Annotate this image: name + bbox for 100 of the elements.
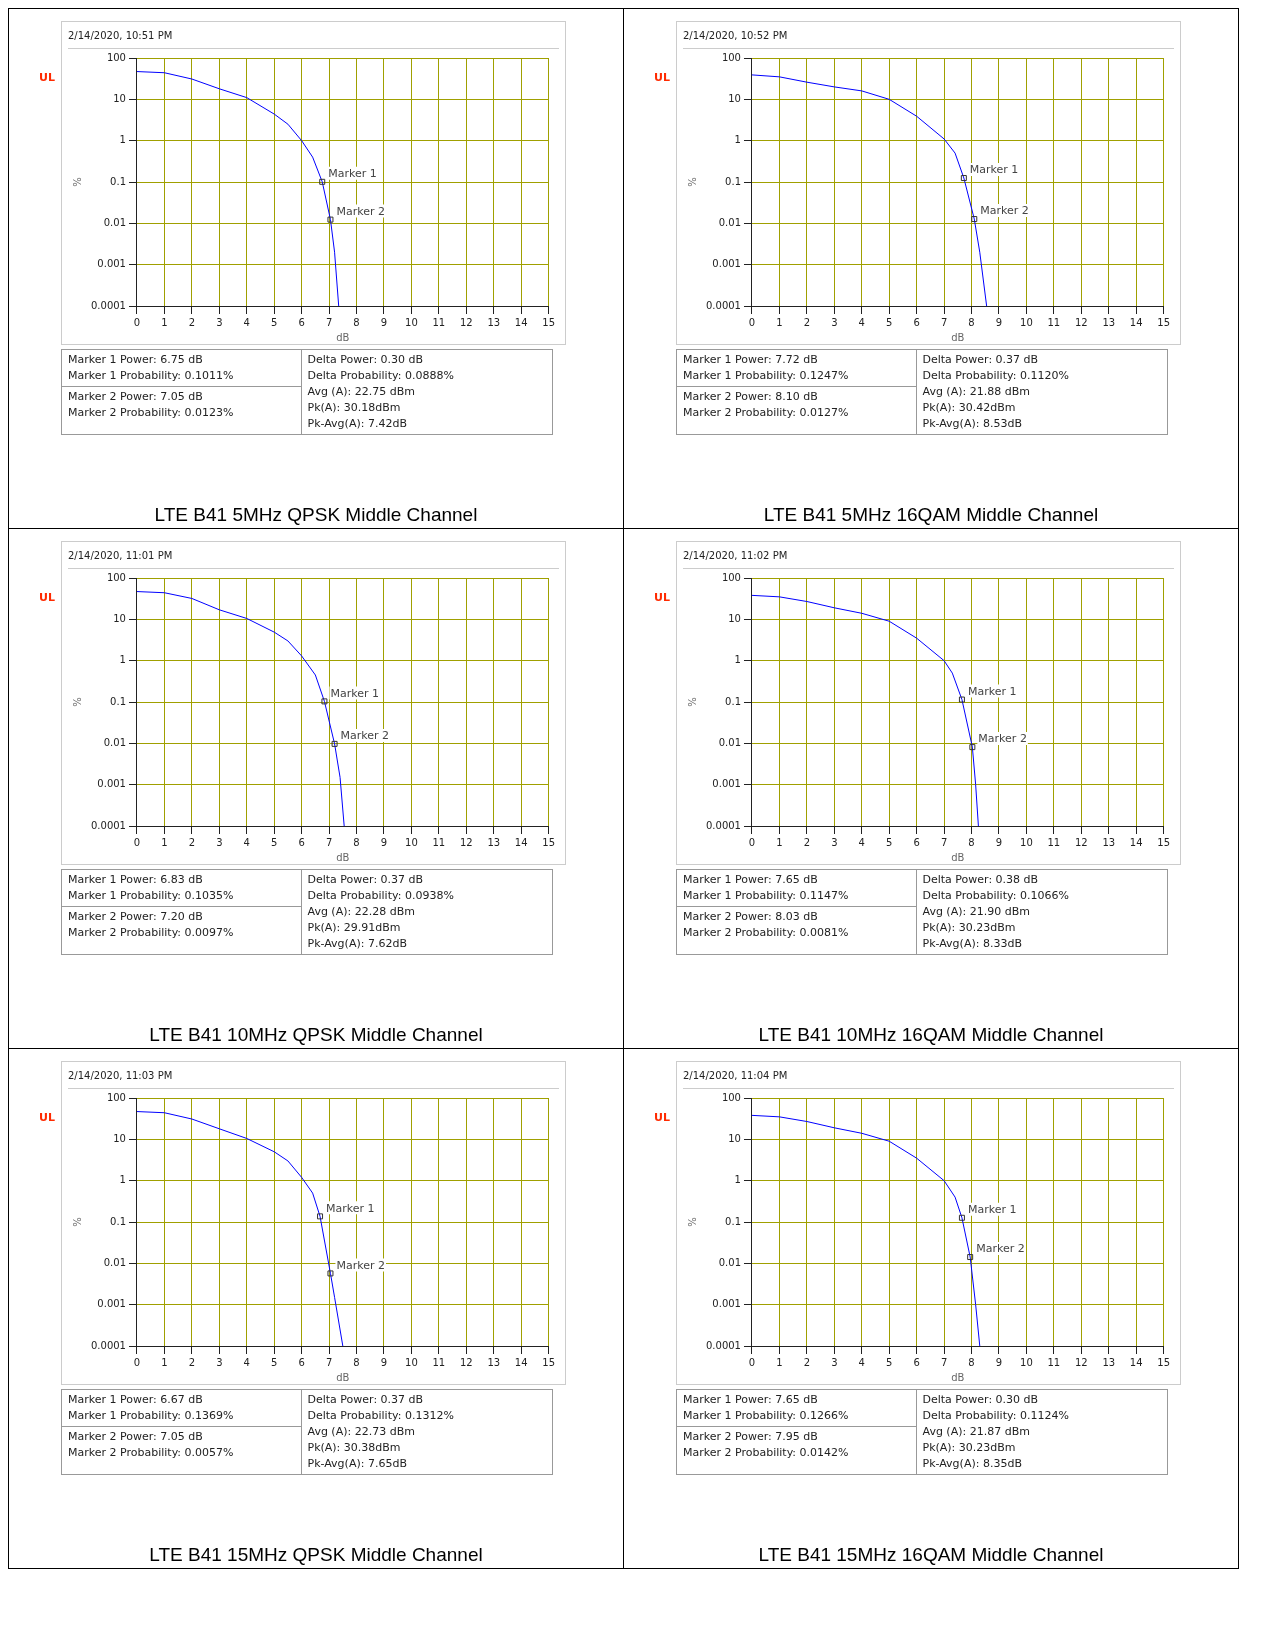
text: LTE B41 10MHz 16QAM Middle Channel	[757, 1024, 1105, 1046]
x-tick-label: 14	[1129, 316, 1143, 328]
text: Marker 1 Power: 7.65 dB	[683, 872, 819, 888]
text: Avg (A): 22.28 dBm	[307, 904, 416, 920]
x-tick-label: 3	[216, 316, 223, 328]
x-tick-label: 12	[1074, 1356, 1088, 1368]
text: Marker 2 Probability: 0.0081%	[683, 925, 850, 941]
text: UL	[654, 1111, 670, 1124]
y-tick-label: 0.01	[718, 216, 741, 228]
text: Pk(A): 30.23dBm	[922, 920, 1017, 936]
x-tick-label: 15	[1157, 316, 1170, 328]
x-tick-label: 6	[913, 1356, 920, 1368]
x-axis-title: dB	[951, 1371, 965, 1383]
y-tick-label: 0.001	[712, 778, 741, 790]
x-tick-label: 11	[432, 1356, 446, 1368]
y-axis-title: %	[71, 177, 83, 187]
x-tick-label: 2	[803, 836, 811, 848]
text: Pk-Avg(A): 7.42dB	[307, 416, 408, 432]
text: Avg (A): 21.87 dBm	[922, 1424, 1031, 1440]
x-tick-label: 6	[298, 836, 305, 848]
x-tick-label: 12	[1074, 836, 1088, 848]
text: Pk-Avg(A): 7.65dB	[307, 1456, 408, 1472]
x-tick-label: 0	[133, 836, 141, 848]
x-tick-label: 14	[1129, 836, 1143, 848]
chart-subtitle: 2/14/2020, 11:04 PM	[683, 1068, 1174, 1089]
x-axis-title: dB	[336, 1371, 350, 1383]
annotation: Marker 1	[326, 1201, 375, 1215]
text: Marker 1 Probability: 0.1247%	[683, 368, 850, 384]
x-tick-label: 2	[803, 316, 811, 328]
text: UL	[654, 71, 670, 84]
x-tick-label: 13	[1102, 316, 1116, 328]
x-axis-title: dB	[951, 851, 965, 863]
text: Marker 2 Probability: 0.0123%	[68, 405, 235, 421]
x-tick-label: 4	[858, 836, 865, 848]
y-tick-label: 10	[728, 612, 741, 624]
text: LTE B41 5MHz QPSK Middle Channel	[153, 504, 479, 526]
x-tick-label: 14	[1129, 1356, 1143, 1368]
x-tick-label: 11	[1047, 316, 1061, 328]
y-tick-label: 0.1	[110, 695, 126, 707]
x-tick-label: 15	[1157, 836, 1170, 848]
x-tick-label: 14	[514, 836, 528, 848]
x-tick-label: 3	[831, 316, 838, 328]
text: Delta Power: 0.38 dB	[922, 872, 1040, 888]
x-tick-label: 0	[748, 1356, 756, 1368]
x-tick-label: 10	[1020, 836, 1033, 848]
text: Pk-Avg(A): 8.33dB	[922, 936, 1023, 952]
x-tick-label: 9	[380, 836, 388, 848]
x-tick-label: 2	[188, 836, 196, 848]
x-tick-label: 7	[940, 836, 948, 848]
x-tick-label: 4	[858, 316, 865, 328]
text: Marker 2 Probability: 0.0057%	[68, 1445, 235, 1461]
y-tick-label: 1	[119, 1174, 126, 1186]
y-tick-label: 0.01	[718, 736, 741, 748]
x-tick-label: 4	[243, 316, 250, 328]
text: Pk(A): 30.42dBm	[922, 400, 1017, 416]
annotation: Marker 2	[980, 204, 1029, 218]
annotation: Marker 1	[969, 163, 1019, 177]
x-tick-label: 13	[487, 1356, 501, 1368]
x-tick-label: 12	[459, 316, 473, 328]
x-tick-label: 2	[188, 1356, 196, 1368]
text: Marker 1 Probability: 0.1035%	[68, 888, 235, 904]
y-tick-label: 0.1	[725, 175, 741, 187]
x-axis-title: dB	[336, 851, 350, 863]
text: Marker 1 Probability: 0.1147%	[683, 888, 850, 904]
x-tick-label: 9	[380, 1356, 388, 1368]
x-tick-label: 10	[405, 1356, 418, 1368]
x-tick-label: 5	[271, 1356, 278, 1368]
x-tick-label: 12	[459, 836, 473, 848]
y-tick-label: 0.0001	[90, 819, 126, 831]
y-tick-label: 0.01	[103, 216, 126, 228]
x-tick-label: 1	[161, 316, 168, 328]
x-tick-label: 1	[776, 836, 783, 848]
x-tick-label: 13	[487, 836, 501, 848]
y-tick-label: 1	[119, 654, 126, 666]
x-tick-label: 12	[1074, 316, 1088, 328]
text: Pk(A): 30.38dBm	[307, 1440, 402, 1456]
x-tick-label: 5	[886, 836, 893, 848]
x-tick-label: 3	[831, 1356, 838, 1368]
text: LTE B41 10MHz QPSK Middle Channel	[148, 1024, 484, 1046]
x-tick-label: 14	[514, 316, 528, 328]
x-tick-label: 10	[405, 316, 418, 328]
annotation: Marker 2	[340, 729, 390, 743]
x-tick-label: 2	[803, 1356, 811, 1368]
y-tick-label: 0.1	[110, 175, 126, 187]
x-axis-title: dB	[336, 331, 350, 343]
text: Marker 2 Power: 8.10 dB	[683, 389, 819, 405]
text: LTE B41 15MHz 16QAM Middle Channel	[757, 1544, 1105, 1566]
chart-subtitle: 2/14/2020, 10:52 PM	[683, 28, 1174, 49]
annotation: Marker 1	[967, 1203, 1017, 1217]
text: UL	[39, 71, 55, 84]
x-tick-label: 6	[298, 316, 305, 328]
x-tick-label: 7	[325, 316, 333, 328]
annotation: Marker 1	[328, 167, 377, 181]
y-axis-title: %	[71, 697, 83, 707]
y-tick-label: 0.001	[712, 258, 741, 270]
text: Marker 2 Power: 7.20 dB	[68, 909, 204, 925]
x-tick-label: 8	[353, 1356, 360, 1368]
x-tick-label: 6	[913, 316, 920, 328]
y-tick-label: 1	[734, 1174, 741, 1186]
x-tick-label: 11	[1047, 1356, 1061, 1368]
